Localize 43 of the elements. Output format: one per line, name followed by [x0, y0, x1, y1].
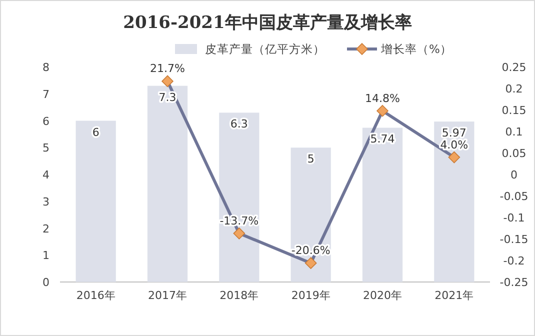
data-label: 14.8% [365, 92, 400, 105]
y2-tick-label: 0.15 [502, 104, 526, 117]
y-tick-label: 6 [42, 114, 50, 128]
bar [290, 148, 331, 282]
y2-tick-label: -0.15 [500, 233, 528, 246]
y2-tick-label: -0.05 [500, 190, 528, 203]
data-label: 5.74 [370, 132, 395, 146]
bar [147, 86, 188, 282]
data-label: 5.97 [442, 126, 466, 140]
y2-tick-label: -0.25 [500, 276, 528, 289]
y-tick-label: 7 [42, 88, 50, 101]
x-tick-label: 2019年 [291, 289, 330, 302]
data-label: 6 [92, 126, 100, 139]
y-tick-label: 5 [42, 142, 50, 155]
bar [219, 112, 260, 282]
y2-tick-label: -0.2 [503, 254, 525, 268]
x-tick-label: 2016年 [76, 289, 116, 302]
data-label: 5 [307, 152, 314, 166]
x-tick-label: 2018年 [220, 289, 259, 302]
legend-label: 增长率（%） [380, 42, 452, 56]
bar [362, 128, 403, 282]
x-tick-label: 2017年 [148, 289, 187, 302]
y2-tick-label: 0.1 [505, 126, 523, 138]
y-tick-label: 3 [42, 195, 50, 208]
x-tick-label: 2020年 [363, 289, 402, 302]
bar [76, 120, 116, 282]
y-tick-label: 0 [42, 276, 50, 289]
y2-tick-label: -0.1 [503, 212, 525, 224]
y-tick-label: 1 [42, 249, 50, 262]
y2-tick-label: 0.25 [502, 61, 526, 74]
bar [434, 122, 474, 282]
title: 2016-2021年中国皮革产量及增长率 [123, 13, 412, 33]
y-tick-label: 2 [42, 222, 50, 236]
y2-tick-label: 0.05 [502, 147, 526, 160]
x-tick-label: 2021年 [434, 289, 474, 302]
legend-label: 皮革产量（亿平方米） [205, 42, 325, 56]
data-label: 21.7% [150, 62, 185, 76]
data-label: 4.0% [440, 138, 468, 152]
y-tick-label: 4 [42, 168, 50, 182]
y2-tick-label: 0.2 [505, 82, 523, 96]
y2-tick-label: 0 [510, 168, 518, 182]
data-label: 6.3 [230, 118, 248, 131]
y-tick-label: 8 [42, 61, 50, 74]
